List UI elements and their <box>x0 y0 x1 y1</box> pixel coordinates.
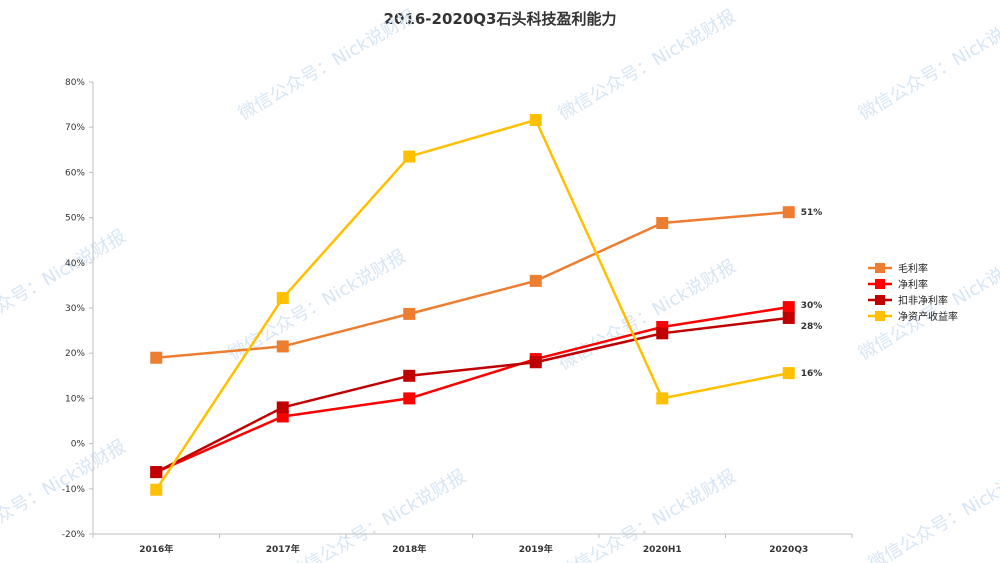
legend-marker <box>875 279 885 289</box>
y-tick-label: 60% <box>65 168 85 178</box>
x-tick-label: 2016年 <box>139 543 173 555</box>
y-tick-label: 80% <box>65 78 85 88</box>
y-tick-label: 10% <box>65 394 85 404</box>
series-line <box>155 316 789 474</box>
series-lines <box>155 118 789 491</box>
data-point <box>782 301 795 314</box>
end-value-label: 51% <box>801 208 823 218</box>
end-value-label: 30% <box>801 301 823 311</box>
y-tick-label: 40% <box>65 259 85 269</box>
legend-label: 扣非净利率 <box>898 294 948 307</box>
x-tick-label: 2017年 <box>266 543 300 555</box>
data-point <box>529 274 542 287</box>
legend-marker <box>875 295 885 305</box>
series-line <box>155 305 789 474</box>
data-point <box>403 369 416 382</box>
y-tick-label: 0% <box>71 440 86 450</box>
legend-label: 毛利率 <box>898 262 928 275</box>
x-tick-label: 2019年 <box>519 543 553 555</box>
watermark-text: 微信公众号：Nick说财报 <box>285 466 469 563</box>
data-point <box>276 292 289 305</box>
y-tick-label: 70% <box>65 123 85 133</box>
legend-marker <box>875 311 885 321</box>
series-markers <box>150 113 795 496</box>
watermark-text: 微信公众号：Nick说财报 <box>0 226 129 345</box>
chart-title: 2016-2020Q3石头科技盈利能力 <box>383 10 617 28</box>
watermark-text: 微信公众号：Nick说财报 <box>555 256 739 375</box>
end-value-label: 16% <box>801 369 823 379</box>
x-tick-label: 2020H1 <box>643 545 682 555</box>
watermark-text: 微信公众号：Nick说财报 <box>235 6 419 125</box>
data-point <box>656 392 669 405</box>
data-point <box>150 466 163 479</box>
data-point <box>782 311 795 324</box>
y-tick-label: 50% <box>65 214 85 224</box>
data-point <box>529 113 542 126</box>
watermark-layer: 微信公众号：Nick说财报 微信公众号：Nick说财报 微信公众号：Nick说财报微… <box>0 6 1000 563</box>
data-point <box>150 351 163 364</box>
legend-marker <box>875 263 885 273</box>
watermark-text: 微信公众号：Nick说财报 <box>555 6 739 125</box>
y-tick-label: -10% <box>62 485 86 495</box>
y-tick-label: -20% <box>62 530 86 540</box>
x-tick-label: 2020Q3 <box>769 545 808 555</box>
end-value-label: 28% <box>801 322 823 332</box>
legend-label: 净利率 <box>898 278 928 291</box>
series-line <box>156 210 789 359</box>
watermark-text: 微信公众号：Nick说财报 <box>225 246 409 365</box>
watermark-text: 微信公众号：Nick说财报 <box>855 6 1000 125</box>
data-point <box>529 356 542 369</box>
data-point <box>403 307 416 320</box>
watermark-text: 微信公众号：Nick说财报 <box>865 456 1000 563</box>
data-point <box>276 410 289 423</box>
series-line <box>155 118 789 491</box>
y-tick-label: 30% <box>65 304 85 314</box>
data-labels: 51% 30% 28% 16% <box>801 208 823 379</box>
data-point <box>276 340 289 353</box>
data-point <box>782 367 795 380</box>
legend-label: 净资产收益率 <box>898 310 958 323</box>
data-point <box>782 206 795 219</box>
data-point <box>150 483 163 496</box>
axes: 80% 70% 60% 50% 40% 30% 20% 10% 0% -10% -20% 2016年 2… <box>62 78 853 555</box>
data-point <box>403 392 416 405</box>
data-point <box>276 401 289 414</box>
data-point <box>403 150 416 163</box>
data-point <box>656 327 669 340</box>
data-point <box>656 217 669 230</box>
y-tick-label: 20% <box>65 349 85 359</box>
x-tick-label: 2018年 <box>392 543 426 555</box>
